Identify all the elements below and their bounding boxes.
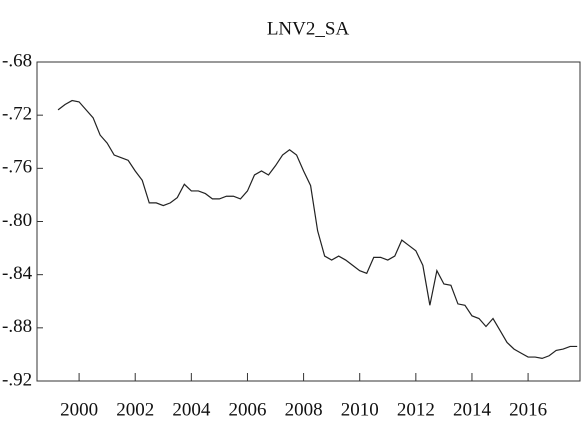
x-tick-label: 2010	[341, 399, 379, 420]
y-tick-label: -.68	[2, 50, 32, 71]
x-tick-label: 2016	[509, 399, 547, 420]
x-tick-label: 2004	[172, 399, 211, 420]
y-tick-label: -.76	[2, 157, 32, 178]
x-tick-label: 2002	[116, 399, 154, 420]
y-tick-label: -.72	[2, 104, 32, 125]
x-tick-label: 2012	[397, 399, 435, 420]
chart-title: LNV2_SA	[267, 18, 350, 39]
x-tick-label: 2014	[453, 399, 492, 420]
y-tick-label: -.80	[2, 210, 32, 231]
y-tick-label: -.92	[2, 369, 32, 390]
x-tick-label: 2008	[285, 399, 323, 420]
x-tick-label: 2006	[228, 399, 266, 420]
plot-frame	[36, 61, 581, 382]
y-tick-label: -.84	[2, 263, 33, 284]
y-tick-label: -.88	[2, 316, 32, 337]
series-line	[57, 99, 578, 360]
x-tick-label: 2000	[60, 399, 98, 420]
